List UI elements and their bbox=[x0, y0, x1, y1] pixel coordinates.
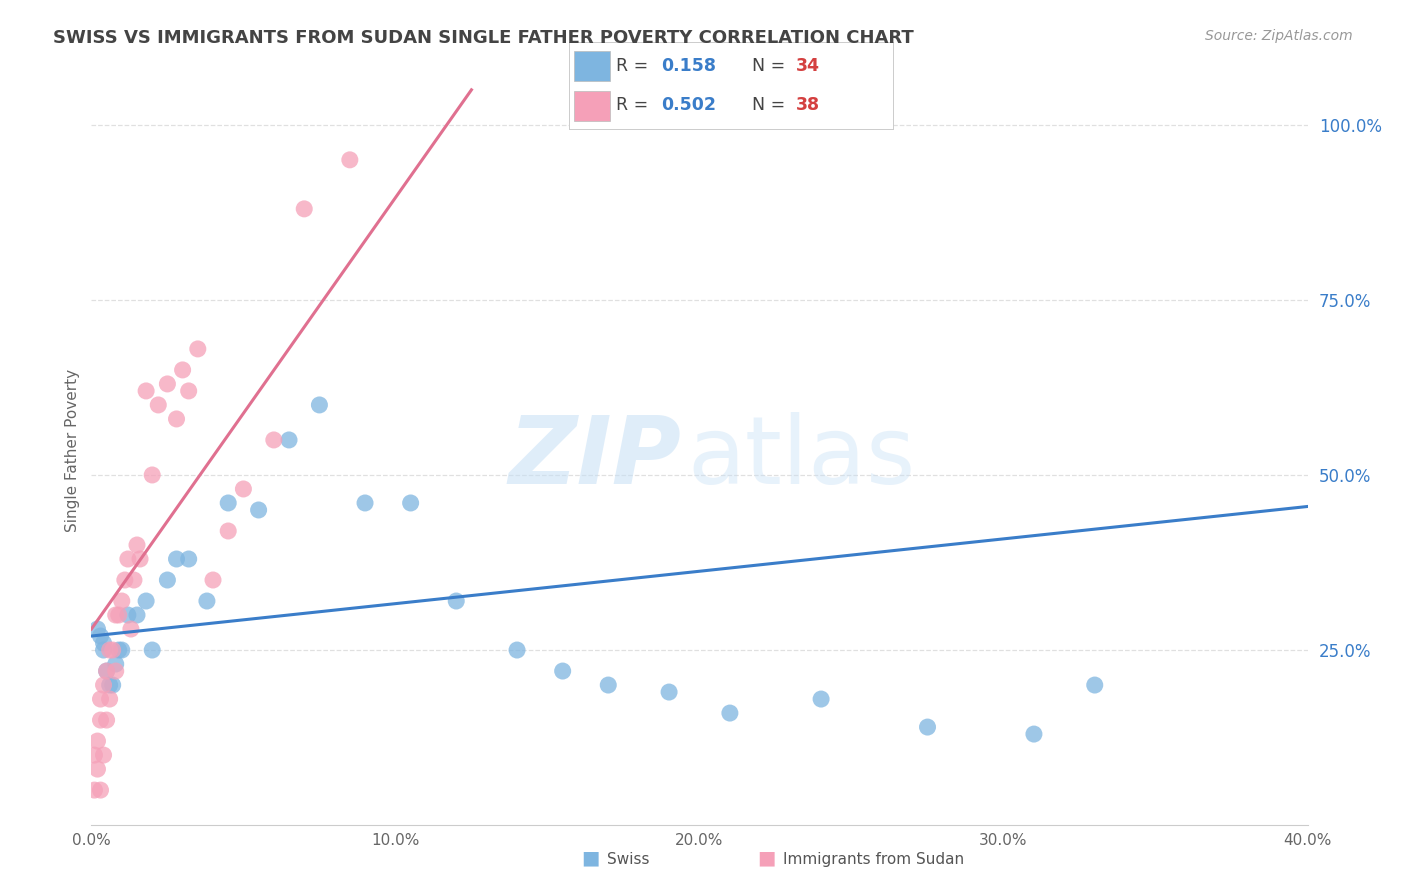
Point bbox=[187, 342, 209, 356]
Point bbox=[217, 496, 239, 510]
Point bbox=[104, 657, 127, 671]
Point bbox=[166, 552, 188, 566]
Point bbox=[96, 713, 118, 727]
Text: 0.502: 0.502 bbox=[662, 96, 717, 114]
Point bbox=[156, 376, 179, 391]
Point bbox=[98, 643, 121, 657]
Point bbox=[658, 685, 681, 699]
Text: Source: ZipAtlas.com: Source: ZipAtlas.com bbox=[1205, 29, 1353, 43]
Point bbox=[135, 384, 157, 398]
Point bbox=[1022, 727, 1045, 741]
Point bbox=[96, 664, 118, 678]
Text: SWISS VS IMMIGRANTS FROM SUDAN SINGLE FATHER POVERTY CORRELATION CHART: SWISS VS IMMIGRANTS FROM SUDAN SINGLE FA… bbox=[53, 29, 914, 46]
Point bbox=[83, 783, 105, 797]
Point bbox=[444, 594, 467, 608]
Point bbox=[217, 524, 239, 538]
Text: N =: N = bbox=[752, 57, 792, 75]
Point bbox=[98, 678, 121, 692]
Point bbox=[117, 607, 139, 622]
Point bbox=[598, 678, 620, 692]
Text: 38: 38 bbox=[796, 96, 820, 114]
Point bbox=[86, 762, 108, 776]
Point bbox=[195, 594, 218, 608]
Point bbox=[107, 643, 129, 657]
Point bbox=[101, 643, 124, 657]
Point bbox=[172, 363, 194, 377]
Text: Swiss: Swiss bbox=[607, 852, 650, 867]
Point bbox=[93, 643, 115, 657]
Point bbox=[506, 643, 529, 657]
Point bbox=[96, 664, 118, 678]
Point bbox=[111, 594, 134, 608]
Point bbox=[104, 607, 127, 622]
Point bbox=[104, 664, 127, 678]
Point bbox=[101, 678, 124, 692]
Point bbox=[247, 503, 270, 517]
FancyBboxPatch shape bbox=[574, 91, 610, 121]
Point bbox=[177, 384, 200, 398]
Point bbox=[141, 643, 163, 657]
Point bbox=[1084, 678, 1107, 692]
Point bbox=[339, 153, 361, 167]
Point bbox=[292, 202, 315, 216]
Text: atlas: atlas bbox=[688, 412, 915, 504]
Text: Immigrants from Sudan: Immigrants from Sudan bbox=[783, 852, 965, 867]
Point bbox=[551, 664, 574, 678]
Point bbox=[278, 433, 301, 447]
Point bbox=[263, 433, 285, 447]
Point bbox=[125, 607, 148, 622]
Point bbox=[111, 643, 134, 657]
Point bbox=[810, 692, 832, 706]
Point bbox=[308, 398, 330, 412]
Point bbox=[148, 398, 170, 412]
Point bbox=[89, 713, 111, 727]
Text: ■: ■ bbox=[756, 848, 776, 867]
Point bbox=[399, 496, 422, 510]
Point bbox=[86, 622, 108, 636]
Point bbox=[917, 720, 939, 734]
Point bbox=[93, 678, 115, 692]
Point bbox=[86, 734, 108, 748]
Text: R =: R = bbox=[616, 57, 654, 75]
Text: 34: 34 bbox=[796, 57, 820, 75]
Y-axis label: Single Father Poverty: Single Father Poverty bbox=[65, 369, 80, 532]
Point bbox=[120, 622, 142, 636]
Point bbox=[202, 573, 225, 587]
Point bbox=[166, 412, 188, 426]
Text: R =: R = bbox=[616, 96, 654, 114]
Point bbox=[83, 747, 105, 762]
Point bbox=[125, 538, 148, 552]
Point bbox=[117, 552, 139, 566]
Point bbox=[89, 783, 111, 797]
Point bbox=[135, 594, 157, 608]
Point bbox=[141, 467, 163, 482]
Text: N =: N = bbox=[752, 96, 792, 114]
Point bbox=[114, 573, 136, 587]
Point bbox=[156, 573, 179, 587]
Point bbox=[177, 552, 200, 566]
Point bbox=[232, 482, 254, 496]
Text: 0.158: 0.158 bbox=[662, 57, 717, 75]
Text: ZIP: ZIP bbox=[509, 412, 682, 504]
Point bbox=[93, 747, 115, 762]
Point bbox=[107, 607, 129, 622]
Point bbox=[89, 692, 111, 706]
Point bbox=[93, 636, 115, 650]
Text: ■: ■ bbox=[581, 848, 600, 867]
Point bbox=[98, 692, 121, 706]
Point bbox=[718, 706, 741, 720]
FancyBboxPatch shape bbox=[574, 51, 610, 81]
Point bbox=[129, 552, 152, 566]
Point bbox=[354, 496, 377, 510]
Point bbox=[122, 573, 145, 587]
Point bbox=[89, 629, 111, 643]
